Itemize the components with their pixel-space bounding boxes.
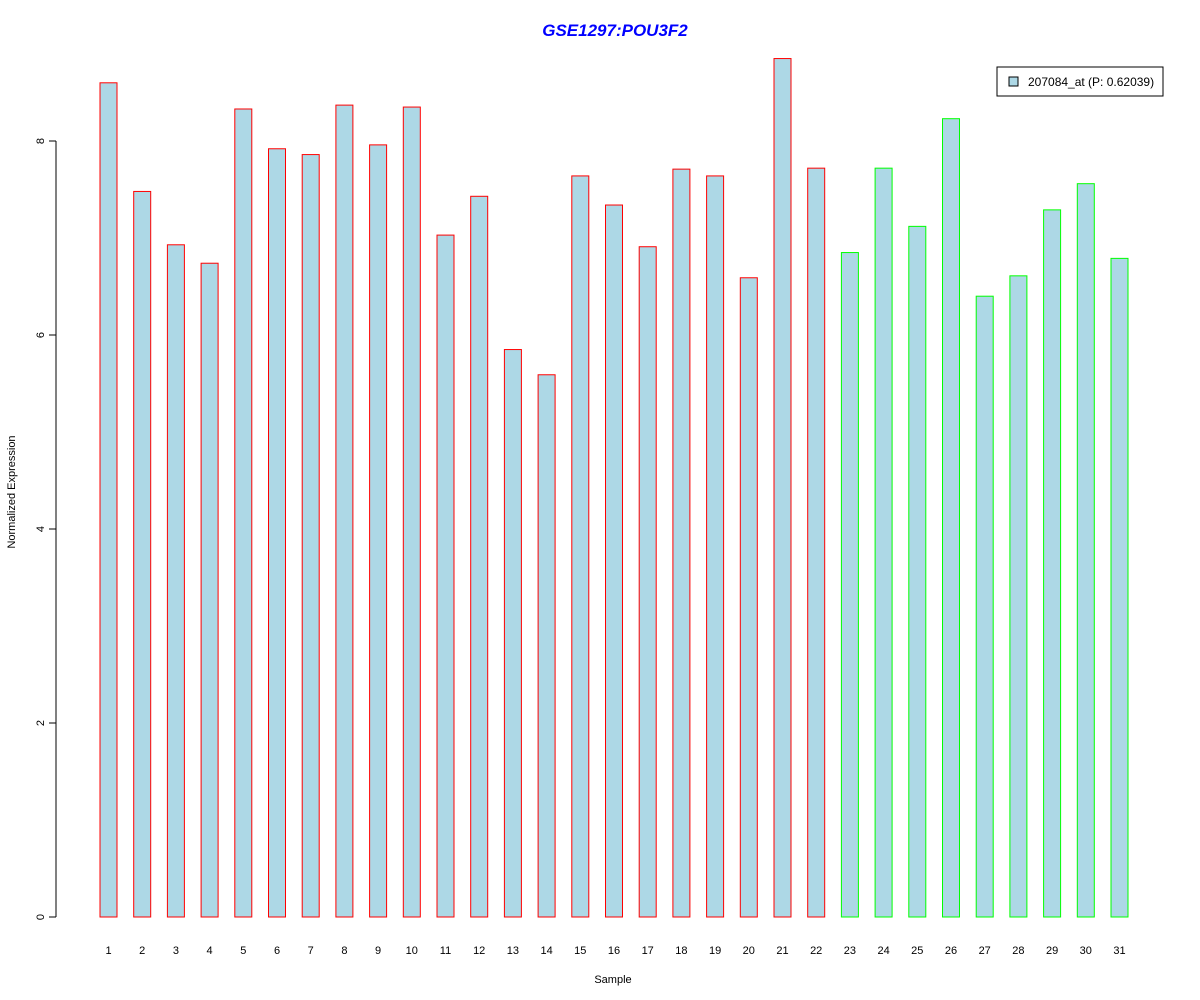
- bar-sample-5: [234, 108, 253, 918]
- bar-sample-8: [335, 104, 354, 918]
- bar-sample-4: [200, 262, 219, 918]
- x-tick-label: 24: [877, 945, 889, 957]
- legend-box: [996, 66, 1164, 97]
- x-tick-label: 29: [1046, 945, 1058, 957]
- x-tick-label: 4: [207, 945, 213, 957]
- x-tick-label: 31: [1113, 945, 1125, 957]
- bar-sample-10: [402, 106, 421, 918]
- bar-sample-15: [571, 175, 590, 918]
- x-tick-label: 12: [473, 945, 485, 957]
- bar-sample-24: [874, 167, 893, 918]
- bar-sample-14: [537, 374, 556, 918]
- bar-sample-18: [672, 168, 691, 918]
- bar-sample-20: [739, 277, 758, 918]
- bar-sample-2: [133, 190, 152, 918]
- bar-sample-25: [908, 225, 927, 918]
- y-tick-label: 2: [35, 720, 47, 726]
- bar-sample-3: [166, 244, 185, 918]
- bar-sample-29: [1043, 209, 1062, 918]
- x-tick-label: 17: [642, 945, 654, 957]
- y-axis-label: Normalized Expression: [6, 435, 18, 548]
- x-tick-label: 5: [240, 945, 246, 957]
- y-tick-label: 8: [35, 138, 47, 144]
- bar-sample-12: [470, 195, 489, 918]
- bar-sample-28: [1009, 275, 1028, 918]
- bar-sample-27: [975, 295, 994, 918]
- x-tick-label: 6: [274, 945, 280, 957]
- bar-sample-26: [942, 118, 960, 918]
- x-tick-label: 3: [173, 945, 179, 957]
- x-tick-label: 25: [911, 945, 923, 957]
- x-tick-label: 9: [375, 945, 381, 957]
- x-tick-label: 13: [507, 945, 519, 957]
- x-tick-label: 28: [1012, 945, 1024, 957]
- bar-sample-16: [605, 204, 623, 918]
- x-tick-label: 14: [540, 945, 552, 957]
- bar-sample-1: [99, 82, 118, 918]
- bar-sample-21: [773, 58, 792, 918]
- x-axis-label: Sample: [594, 974, 631, 986]
- bar-sample-7: [301, 154, 320, 918]
- bar-sample-22: [807, 167, 826, 918]
- x-tick-label: 22: [810, 945, 822, 957]
- x-tick-label: 19: [709, 945, 721, 957]
- legend-swatch: [1008, 76, 1019, 87]
- bar-sample-19: [706, 175, 725, 918]
- y-tick-label: 6: [35, 332, 47, 338]
- x-tick-label: 7: [308, 945, 314, 957]
- x-tick-label: 16: [608, 945, 620, 957]
- bar-sample-30: [1076, 183, 1095, 918]
- legend: 207084_at (P: 0.62039): [996, 66, 1164, 97]
- x-tick-label: 27: [979, 945, 991, 957]
- x-tick-label: 15: [574, 945, 586, 957]
- bar-sample-23: [840, 252, 859, 918]
- x-tick-label: 21: [776, 945, 788, 957]
- x-tick-label: 10: [406, 945, 418, 957]
- bar-sample-11: [436, 234, 455, 918]
- x-tick-label: 26: [945, 945, 957, 957]
- chart-title: GSE1297:POU3F2: [542, 21, 688, 40]
- bar-sample-13: [503, 349, 522, 918]
- bar-sample-31: [1110, 257, 1129, 918]
- y-axis: 0 2 4 6 8: [35, 138, 57, 920]
- bar-sample-9: [369, 144, 388, 918]
- x-tick-label: 23: [844, 945, 856, 957]
- legend-label: 207084_at (P: 0.62039): [1028, 75, 1154, 89]
- x-axis: 1 2 3 4 5 6 7 8 9 10 11 12 13 14 15 16 17 18 19 20 21 22 23 24 2…: [105, 945, 1125, 957]
- x-tick-label: 20: [743, 945, 755, 957]
- x-tick-label: 18: [675, 945, 687, 957]
- x-tick-label: 1: [105, 945, 111, 957]
- x-tick-label: 2: [139, 945, 145, 957]
- y-tick-label: 4: [35, 526, 47, 532]
- bar-sample-17: [638, 246, 657, 918]
- y-tick-label: 0: [35, 914, 47, 920]
- bar-sample-6: [268, 148, 286, 918]
- x-tick-label: 30: [1080, 945, 1092, 957]
- bar-series: [99, 58, 1129, 918]
- x-tick-label: 8: [341, 945, 347, 957]
- x-tick-label: 11: [440, 945, 451, 957]
